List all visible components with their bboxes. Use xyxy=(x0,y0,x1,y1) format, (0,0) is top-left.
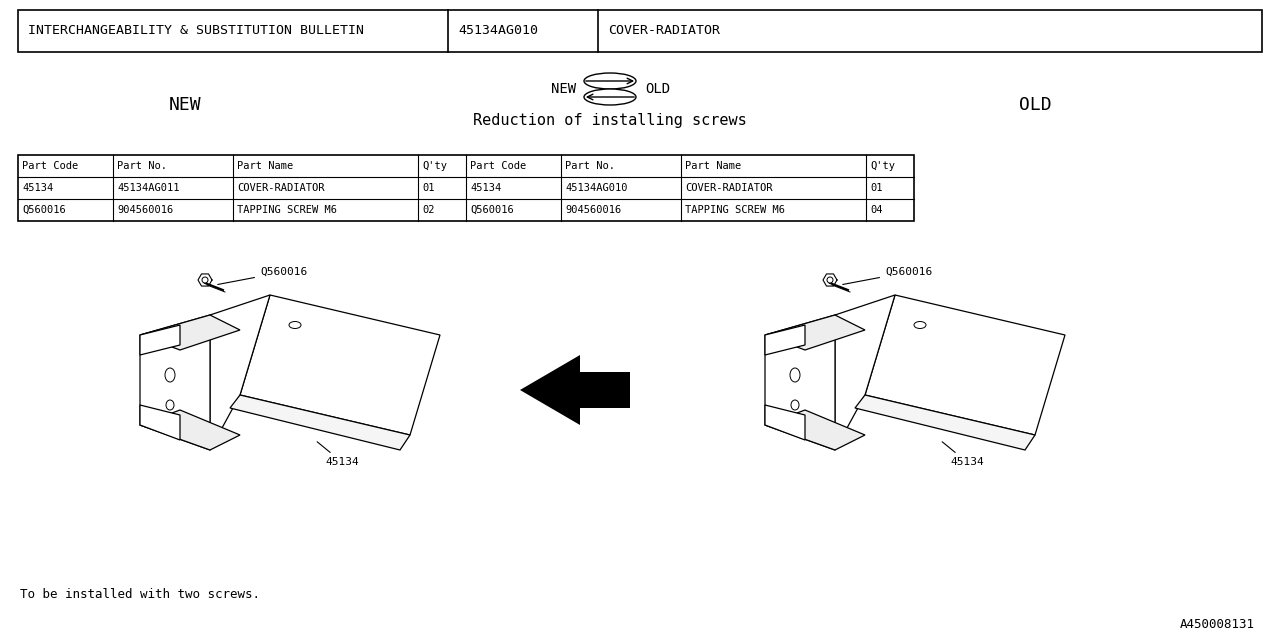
Text: 01: 01 xyxy=(422,183,434,193)
Polygon shape xyxy=(210,295,270,450)
Text: Part Name: Part Name xyxy=(237,161,293,171)
Text: Q'ty: Q'ty xyxy=(870,161,895,171)
Text: NEW: NEW xyxy=(169,96,201,114)
Text: Q'ty: Q'ty xyxy=(422,161,447,171)
Text: To be installed with two screws.: To be installed with two screws. xyxy=(20,589,260,602)
Polygon shape xyxy=(198,274,212,286)
Text: TAPPING SCREW M6: TAPPING SCREW M6 xyxy=(685,205,785,215)
Text: Reduction of installing screws: Reduction of installing screws xyxy=(474,113,746,127)
Ellipse shape xyxy=(827,277,833,283)
Ellipse shape xyxy=(791,400,799,410)
Polygon shape xyxy=(140,325,180,355)
Text: 45134: 45134 xyxy=(22,183,54,193)
Text: 01: 01 xyxy=(870,183,882,193)
Polygon shape xyxy=(241,295,440,435)
Bar xyxy=(18,10,1262,52)
Text: OLD: OLD xyxy=(645,82,671,96)
Text: Part No.: Part No. xyxy=(564,161,614,171)
Text: OLD: OLD xyxy=(1019,96,1051,114)
Polygon shape xyxy=(140,315,210,450)
Polygon shape xyxy=(865,295,1065,435)
Polygon shape xyxy=(520,355,630,425)
Polygon shape xyxy=(855,395,1036,450)
Polygon shape xyxy=(765,325,805,355)
Text: 45134AG010: 45134AG010 xyxy=(458,24,538,38)
Text: 02: 02 xyxy=(422,205,434,215)
Text: COVER-RADIATOR: COVER-RADIATOR xyxy=(237,183,325,193)
Text: Part Code: Part Code xyxy=(22,161,78,171)
Polygon shape xyxy=(765,315,835,450)
Text: Part Name: Part Name xyxy=(685,161,741,171)
Text: A450008131: A450008131 xyxy=(1180,618,1254,632)
Ellipse shape xyxy=(914,321,925,328)
Ellipse shape xyxy=(289,321,301,328)
Text: INTERCHANGEABILITY & SUBSTITUTION BULLETIN: INTERCHANGEABILITY & SUBSTITUTION BULLET… xyxy=(28,24,364,38)
Polygon shape xyxy=(765,410,865,450)
Text: COVER-RADIATOR: COVER-RADIATOR xyxy=(685,183,773,193)
Ellipse shape xyxy=(584,73,636,89)
Text: Q560016: Q560016 xyxy=(470,205,513,215)
Text: 904560016: 904560016 xyxy=(116,205,173,215)
Text: 45134: 45134 xyxy=(470,183,502,193)
Ellipse shape xyxy=(166,400,174,410)
Text: Q560016: Q560016 xyxy=(218,267,307,285)
Polygon shape xyxy=(140,315,241,350)
Text: 45134: 45134 xyxy=(942,442,984,467)
Ellipse shape xyxy=(165,368,175,382)
Text: TAPPING SCREW M6: TAPPING SCREW M6 xyxy=(237,205,337,215)
Ellipse shape xyxy=(202,277,207,283)
Text: Part No.: Part No. xyxy=(116,161,166,171)
Text: Part Code: Part Code xyxy=(470,161,526,171)
Ellipse shape xyxy=(790,368,800,382)
Text: 04: 04 xyxy=(870,205,882,215)
Polygon shape xyxy=(835,295,895,450)
Text: COVER-RADIATOR: COVER-RADIATOR xyxy=(608,24,719,38)
Text: Q560016: Q560016 xyxy=(842,267,932,285)
Polygon shape xyxy=(765,405,805,440)
Text: 45134: 45134 xyxy=(317,442,358,467)
Ellipse shape xyxy=(584,89,636,105)
Polygon shape xyxy=(230,395,410,450)
Polygon shape xyxy=(140,410,241,450)
Text: 45134AG011: 45134AG011 xyxy=(116,183,179,193)
Polygon shape xyxy=(823,274,837,286)
Polygon shape xyxy=(765,315,865,350)
Text: 45134AG010: 45134AG010 xyxy=(564,183,627,193)
Text: NEW: NEW xyxy=(550,82,576,96)
Text: Q560016: Q560016 xyxy=(22,205,65,215)
Bar xyxy=(18,155,914,221)
Polygon shape xyxy=(140,405,180,440)
Text: 904560016: 904560016 xyxy=(564,205,621,215)
